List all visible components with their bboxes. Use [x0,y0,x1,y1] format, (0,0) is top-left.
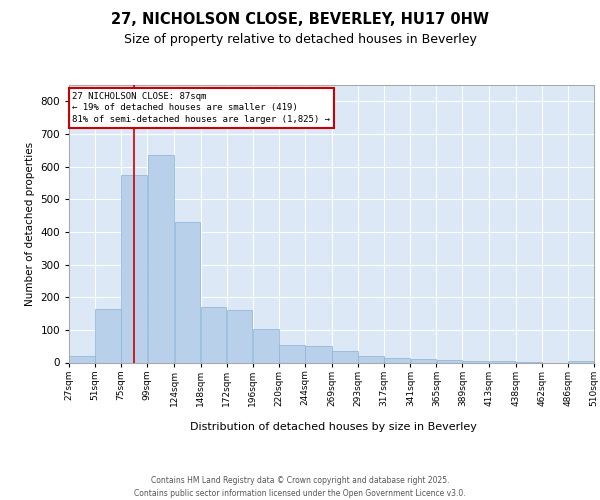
Bar [568,361,594,362]
Text: Distribution of detached houses by size in Beverley: Distribution of detached houses by size … [190,422,476,432]
Bar [95,308,121,362]
Bar [201,307,226,362]
Text: 27, NICHOLSON CLOSE, BEVERLEY, HU17 0HW: 27, NICHOLSON CLOSE, BEVERLEY, HU17 0HW [111,12,489,28]
Bar [463,361,488,362]
Bar [305,346,332,362]
Bar [175,222,200,362]
Text: Size of property relative to detached houses in Beverley: Size of property relative to detached ho… [124,32,476,46]
Bar [253,329,278,362]
Bar [148,155,174,362]
Text: Contains HM Land Registry data © Crown copyright and database right 2025.
Contai: Contains HM Land Registry data © Crown c… [134,476,466,498]
Y-axis label: Number of detached properties: Number of detached properties [25,142,35,306]
Bar [489,361,515,362]
Bar [437,360,462,362]
Bar [279,344,305,362]
Bar [410,359,436,362]
Text: 27 NICHOLSON CLOSE: 87sqm
← 19% of detached houses are smaller (419)
81% of semi: 27 NICHOLSON CLOSE: 87sqm ← 19% of detac… [72,92,330,124]
Bar [332,351,358,362]
Bar [69,356,95,362]
Bar [385,358,410,362]
Bar [121,175,147,362]
Bar [227,310,253,362]
Bar [358,356,384,362]
